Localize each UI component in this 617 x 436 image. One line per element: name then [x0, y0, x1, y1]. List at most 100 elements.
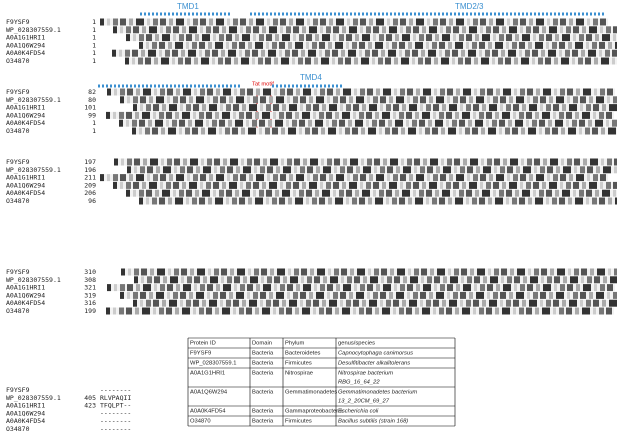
protein-name: F9YSF9 [6, 18, 30, 26]
start-position: 101 [84, 104, 96, 112]
protein-name: O34870 [6, 425, 30, 433]
start-position: 196 [84, 166, 96, 174]
table-header: Protein ID [190, 341, 216, 347]
start-position: 1 [92, 18, 96, 26]
protein-name: WP_028307559.1 [6, 276, 61, 284]
sequence-row [125, 57, 617, 65]
protein-name: F9YSF9 [6, 268, 30, 276]
sequence-row [133, 104, 617, 112]
start-position: 1 [92, 119, 96, 127]
sequence: -------- [100, 417, 131, 425]
start-position: 1 [92, 26, 96, 34]
protein-name: WP_028307559.1 [6, 394, 61, 402]
protein-name: A0A0K4FD54 [6, 417, 45, 425]
protein-name: O34870 [6, 197, 30, 205]
species: Escherichia coli [338, 409, 379, 415]
table-cell: Gammaproteobacteria [285, 409, 343, 415]
table-header: genus/species [338, 341, 375, 347]
start-position: 405 [84, 394, 96, 402]
protein-name: O34870 [6, 307, 30, 315]
start-position: 96 [88, 197, 96, 205]
protein-name: A0A1Q6W294 [6, 291, 45, 299]
protein-name: A0A1G1HRI1 [6, 402, 45, 410]
protein-name: A0A1G1HRI1 [6, 104, 45, 112]
protein-name: O34870 [6, 57, 30, 65]
table-cell: Bacteria [252, 419, 274, 425]
sequence: RLVPAQII [100, 394, 131, 402]
species: Desulfitibacter alkalitolerans [338, 361, 410, 367]
table-cell: Bacteria [252, 409, 274, 415]
sequence-row [114, 158, 617, 166]
protein-name: A0A0K4FD54 [6, 119, 45, 127]
sequence-row [106, 111, 614, 119]
table-cell: A0A0K4FD54 [190, 409, 226, 415]
tat-motif-label: Tat motif [252, 82, 274, 88]
protein-name: F9YSF9 [6, 158, 30, 166]
sequence-row [127, 166, 617, 174]
species: Bacillus subtilis (strain 168) [338, 419, 408, 425]
sequence-row [132, 127, 617, 135]
species: 13_2_20CM_69_27 [338, 399, 390, 405]
species: Gemmatimonadetes bacterium [338, 390, 417, 396]
protein-name: A0A1Q6W294 [6, 409, 45, 417]
start-position: 1 [92, 127, 96, 135]
sequence-row [134, 276, 617, 284]
sequence-row [113, 26, 617, 34]
start-position: 99 [88, 111, 96, 119]
start-position: 209 [84, 181, 96, 189]
sequence-row [120, 96, 617, 104]
start-position: 308 [84, 276, 96, 284]
table-header: Domain [252, 341, 272, 347]
sequence-row [107, 88, 615, 96]
protein-name: A0A1Q6W294 [6, 181, 45, 189]
sequence-row [133, 299, 617, 307]
start-position: 206 [84, 189, 96, 197]
species: Capnocytophaga canimorsus [338, 351, 413, 357]
protein-name: A0A0K4FD54 [6, 49, 45, 57]
start-position: 1 [92, 34, 96, 42]
table-cell: Nitrospirae [285, 371, 313, 377]
species: RBG_16_64_22 [338, 380, 380, 386]
table-cell: Bacteria [252, 390, 274, 396]
protein-name: A0A1Q6W294 [6, 41, 45, 49]
protein-name: F9YSF9 [6, 386, 30, 394]
tmd23-label: TMD2/3 [455, 2, 484, 11]
sequence-row [100, 18, 608, 26]
sequence-row [113, 181, 617, 189]
sequence: -------- [100, 425, 131, 433]
sequence-row [139, 197, 617, 205]
sequence-row [112, 49, 617, 57]
sequence-row [120, 291, 617, 299]
table-cell: Bacteria [252, 351, 274, 357]
protein-name: A0A1G1HRI1 [6, 284, 45, 292]
sequence-row [100, 174, 608, 182]
sequence: TFQLPT-- [100, 402, 131, 410]
sequence: -------- [100, 409, 131, 417]
species-table: Protein ID Domain Phylum genus/species F9YSF… [187, 337, 456, 427]
sequence-row [121, 268, 617, 276]
start-position: 423 [84, 402, 96, 410]
protein-name: A0A1G1HRI1 [6, 174, 45, 182]
table-cell: Bacteria [252, 371, 274, 377]
sequence-row [139, 41, 617, 49]
tmd4-label: TMD4 [300, 73, 322, 82]
table-cell: A0A1G1HRI1 [190, 371, 225, 377]
table-cell: Firmicutes [285, 361, 312, 367]
protein-name: WP_028307559.1 [6, 26, 61, 34]
table-cell: F9YSF9 [190, 351, 211, 357]
start-position: 199 [84, 307, 96, 315]
start-position: 82 [88, 88, 96, 96]
table-cell: Bacteria [252, 361, 274, 367]
start-position: 80 [88, 96, 96, 104]
start-position: 321 [84, 284, 96, 292]
protein-name: A0A0K4FD54 [6, 189, 45, 197]
protein-name: F9YSF9 [6, 88, 30, 96]
start-position: 1 [92, 57, 96, 65]
protein-name: WP_028307559.1 [6, 166, 61, 174]
table-cell: WP_028307559.1 [190, 361, 236, 367]
table-cell: A0A1Q6W294 [190, 390, 228, 396]
start-position: 1 [92, 49, 96, 57]
sequence: -------- [100, 386, 131, 394]
sequence-row [126, 189, 617, 197]
